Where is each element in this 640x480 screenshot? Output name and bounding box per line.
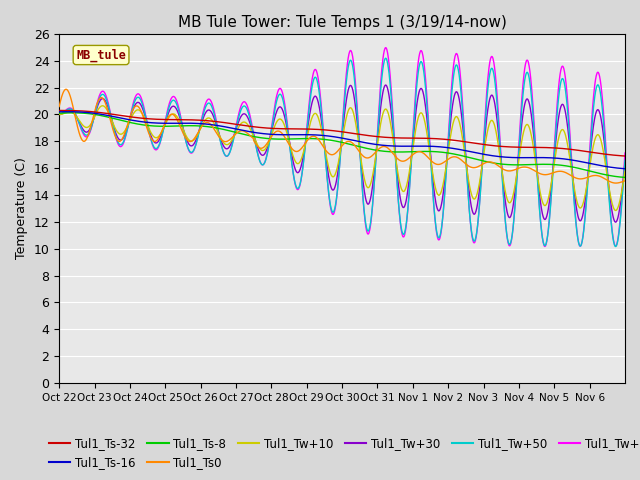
Tul1_Ts-8 xyxy=(68,110,76,116)
Tul1_Tw+100 xyxy=(621,150,629,156)
Tul1_Ts-16 xyxy=(63,109,71,115)
Tul1_Ts-16 xyxy=(328,133,335,139)
Tul1_Ts-32 xyxy=(328,128,335,133)
Tul1_Tw+10 xyxy=(144,123,152,129)
Y-axis label: Temperature (C): Temperature (C) xyxy=(15,157,28,259)
Tul1_Tw+30 xyxy=(559,101,566,107)
Tul1_Tw+30 xyxy=(476,184,484,190)
Tul1_Ts-16 xyxy=(144,120,152,125)
Tul1_Ts0 xyxy=(144,128,152,134)
Tul1_Ts-32 xyxy=(317,127,324,132)
Tul1_Ts-16 xyxy=(476,151,484,156)
Tul1_Tw+50 xyxy=(612,244,620,250)
Line: Tul1_Tw+30: Tul1_Tw+30 xyxy=(59,85,625,222)
Tul1_Tw+50 xyxy=(621,157,629,163)
Tul1_Ts-8 xyxy=(55,110,63,116)
Tul1_Ts-32 xyxy=(614,153,621,158)
Legend: Tul1_Ts-32, Tul1_Ts-16, Tul1_Ts-8, Tul1_Ts0, Tul1_Tw+10, Tul1_Tw+30, Tul1_Tw+50,: Tul1_Ts-32, Tul1_Ts-16, Tul1_Ts-8, Tul1_… xyxy=(44,433,640,474)
Tul1_Tw+30 xyxy=(328,185,335,191)
Tul1_Tw+30 xyxy=(317,111,324,117)
Tul1_Tw+100 xyxy=(144,122,152,128)
Text: MB_tule: MB_tule xyxy=(76,48,126,62)
Tul1_Tw+100 xyxy=(328,208,335,214)
Tul1_Tw+10 xyxy=(55,111,63,117)
Tul1_Tw+100 xyxy=(476,197,484,203)
Tul1_Tw+10 xyxy=(99,103,106,108)
Tul1_Tw+10 xyxy=(621,168,629,174)
Tul1_Ts-8 xyxy=(559,163,566,168)
Tul1_Tw+10 xyxy=(612,207,620,213)
Title: MB Tule Tower: Tule Temps 1 (3/19/14-now): MB Tule Tower: Tule Temps 1 (3/19/14-now… xyxy=(178,15,506,30)
Tul1_Tw+100 xyxy=(55,111,63,117)
Tul1_Tw+50 xyxy=(55,111,63,117)
Tul1_Ts-32 xyxy=(621,153,629,159)
Tul1_Tw+50 xyxy=(614,234,622,240)
Tul1_Ts0 xyxy=(612,180,620,186)
Tul1_Tw+30 xyxy=(621,160,629,166)
Tul1_Tw+10 xyxy=(476,178,484,184)
Tul1_Tw+10 xyxy=(559,127,566,132)
Tul1_Tw+100 xyxy=(541,243,549,249)
Tul1_Ts0 xyxy=(621,178,629,184)
Tul1_Tw+100 xyxy=(559,64,567,70)
Tul1_Ts0 xyxy=(614,180,622,186)
Tul1_Ts-32 xyxy=(55,108,63,113)
Tul1_Ts0 xyxy=(55,104,63,109)
Tul1_Ts-8 xyxy=(614,174,622,180)
Tul1_Ts-16 xyxy=(55,109,63,115)
Tul1_Ts0 xyxy=(62,86,70,92)
Tul1_Ts0 xyxy=(317,140,324,146)
Tul1_Ts-8 xyxy=(317,136,324,142)
Tul1_Ts-16 xyxy=(317,132,324,138)
Tul1_Ts-16 xyxy=(621,166,629,172)
Tul1_Tw+30 xyxy=(614,213,622,219)
Tul1_Ts-32 xyxy=(559,145,566,151)
Tul1_Tw+10 xyxy=(328,173,335,179)
Tul1_Ts-8 xyxy=(328,137,335,143)
Tul1_Ts-32 xyxy=(476,141,483,147)
Tul1_Tw+50 xyxy=(476,199,484,204)
Tul1_Tw+30 xyxy=(612,219,620,225)
Line: Tul1_Ts-8: Tul1_Ts-8 xyxy=(59,113,625,178)
Tul1_Ts-8 xyxy=(476,157,484,163)
Tul1_Ts0 xyxy=(559,168,566,174)
Line: Tul1_Tw+50: Tul1_Tw+50 xyxy=(59,58,625,247)
Tul1_Ts0 xyxy=(328,152,335,157)
Tul1_Ts-8 xyxy=(144,122,152,128)
Tul1_Tw+50 xyxy=(559,76,566,82)
Line: Tul1_Ts-16: Tul1_Ts-16 xyxy=(59,112,625,169)
Tul1_Tw+50 xyxy=(144,123,152,129)
Line: Tul1_Tw+100: Tul1_Tw+100 xyxy=(59,48,625,246)
Tul1_Ts-8 xyxy=(621,175,629,180)
Tul1_Tw+100 xyxy=(614,233,622,239)
Tul1_Tw+10 xyxy=(614,204,622,209)
Tul1_Tw+50 xyxy=(382,55,390,61)
Tul1_Ts-16 xyxy=(559,156,566,162)
Tul1_Tw+10 xyxy=(317,124,324,130)
Tul1_Tw+100 xyxy=(382,45,390,50)
Line: Tul1_Tw+10: Tul1_Tw+10 xyxy=(59,106,625,210)
Tul1_Tw+50 xyxy=(328,206,335,212)
Tul1_Tw+30 xyxy=(55,111,63,117)
Tul1_Tw+30 xyxy=(144,122,152,128)
Line: Tul1_Ts0: Tul1_Ts0 xyxy=(59,89,625,183)
Tul1_Tw+50 xyxy=(317,100,324,106)
Tul1_Tw+30 xyxy=(382,82,390,88)
Tul1_Tw+100 xyxy=(317,95,324,100)
Tul1_Ts-32 xyxy=(144,116,152,121)
Line: Tul1_Ts-32: Tul1_Ts-32 xyxy=(59,110,625,156)
Tul1_Ts0 xyxy=(476,163,484,168)
Tul1_Ts-16 xyxy=(614,165,622,171)
